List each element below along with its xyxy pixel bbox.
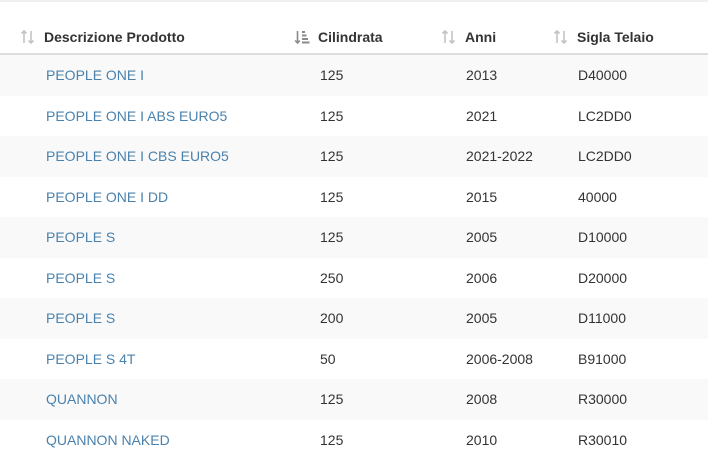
cell-frame-code: R30010 — [557, 419, 708, 460]
column-header-frame-code[interactable]: Sigla Telaio — [553, 20, 708, 55]
cell-frame-code: LC2DD0 — [557, 136, 708, 177]
product-link[interactable]: QUANNON NAKED — [46, 431, 170, 448]
column-header-displacement[interactable]: Cilindrata — [294, 20, 445, 55]
product-link[interactable]: PEOPLE ONE I ABS EURO5 — [46, 107, 228, 124]
product-link[interactable]: PEOPLE ONE I DD — [46, 188, 169, 205]
table-row: PEOPLE S 125 2005 D10000 — [0, 217, 708, 258]
sort-ascending-icon[interactable] — [294, 29, 310, 45]
column-header-years-label: Anni — [465, 28, 497, 45]
cell-displacement: 125 — [300, 379, 445, 420]
cell-displacement: 125 — [300, 136, 445, 177]
cell-frame-code: LC2DD0 — [557, 95, 708, 136]
cell-displacement: 125 — [300, 419, 445, 460]
column-header-years[interactable]: Anni — [441, 20, 557, 55]
table-row: QUANNON 125 2008 R30000 — [0, 379, 708, 420]
table-row: PEOPLE ONE I DD 125 2015 40000 — [0, 176, 708, 217]
cell-description: PEOPLE ONE I ABS EURO5 — [0, 95, 300, 136]
product-link[interactable]: QUANNON — [46, 391, 118, 408]
cell-years: 2015 — [445, 176, 557, 217]
cell-frame-code: 40000 — [557, 176, 708, 217]
cell-description: PEOPLE S — [0, 257, 300, 298]
column-header-displacement-label: Cilindrata — [318, 28, 383, 45]
cell-frame-code: R30000 — [557, 379, 708, 420]
cell-displacement: 125 — [300, 95, 445, 136]
table-row: PEOPLE S 4T 50 2006-2008 B91000 — [0, 338, 708, 379]
column-header-description[interactable]: Descrizione Prodotto — [0, 20, 300, 55]
cell-frame-code: D40000 — [557, 54, 708, 96]
table-row: QUANNON NAKED 125 2010 R30010 — [0, 419, 708, 460]
cell-years: 2005 — [445, 217, 557, 258]
cell-displacement: 200 — [300, 298, 445, 339]
sort-both-icon[interactable] — [20, 29, 36, 45]
cell-displacement: 250 — [300, 257, 445, 298]
cell-frame-code: D20000 — [557, 257, 708, 298]
column-header-frame-code-label: Sigla Telaio — [577, 28, 654, 45]
cell-displacement: 125 — [300, 176, 445, 217]
cell-description: QUANNON — [0, 379, 300, 420]
cell-years: 2006-2008 — [445, 338, 557, 379]
cell-years: 2010 — [445, 419, 557, 460]
sort-both-icon[interactable] — [553, 29, 569, 45]
cell-description: QUANNON NAKED — [0, 419, 300, 460]
sort-both-icon[interactable] — [441, 29, 457, 45]
table-header-row: Descrizione Prodotto — [0, 20, 708, 55]
top-divider — [0, 0, 708, 2]
cell-description: PEOPLE ONE I CBS EURO5 — [0, 136, 300, 177]
product-link[interactable]: PEOPLE ONE I CBS EURO5 — [46, 148, 229, 165]
cell-years: 2005 — [445, 298, 557, 339]
product-table: Descrizione Prodotto — [0, 20, 708, 460]
table-row: PEOPLE ONE I 125 2013 D40000 — [0, 54, 708, 96]
cell-displacement: 125 — [300, 217, 445, 258]
cell-description: PEOPLE S — [0, 298, 300, 339]
column-header-description-label: Descrizione Prodotto — [44, 28, 185, 45]
cell-years: 2008 — [445, 379, 557, 420]
cell-description: PEOPLE ONE I DD — [0, 176, 300, 217]
product-link[interactable]: PEOPLE ONE I — [46, 67, 145, 84]
cell-years: 2021 — [445, 95, 557, 136]
cell-years: 2021-2022 — [445, 136, 557, 177]
table-row: PEOPLE ONE I ABS EURO5 125 2021 LC2DD0 — [0, 95, 708, 136]
cell-displacement: 125 — [300, 54, 445, 96]
cell-displacement: 50 — [300, 338, 445, 379]
table-row: PEOPLE S 250 2006 D20000 — [0, 257, 708, 298]
cell-years: 2013 — [445, 54, 557, 96]
cell-frame-code: D10000 — [557, 217, 708, 258]
product-link[interactable]: PEOPLE S — [46, 269, 116, 286]
table-row: PEOPLE S 200 2005 D11000 — [0, 298, 708, 339]
cell-description: PEOPLE ONE I — [0, 54, 300, 96]
product-link[interactable]: PEOPLE S — [46, 229, 116, 246]
cell-description: PEOPLE S 4T — [0, 338, 300, 379]
table-row: PEOPLE ONE I CBS EURO5 125 2021-2022 LC2… — [0, 136, 708, 177]
cell-frame-code: B91000 — [557, 338, 708, 379]
cell-frame-code: D11000 — [557, 298, 708, 339]
cell-description: PEOPLE S — [0, 217, 300, 258]
product-link[interactable]: PEOPLE S — [46, 310, 116, 327]
product-link[interactable]: PEOPLE S 4T — [46, 350, 136, 367]
cell-years: 2006 — [445, 257, 557, 298]
